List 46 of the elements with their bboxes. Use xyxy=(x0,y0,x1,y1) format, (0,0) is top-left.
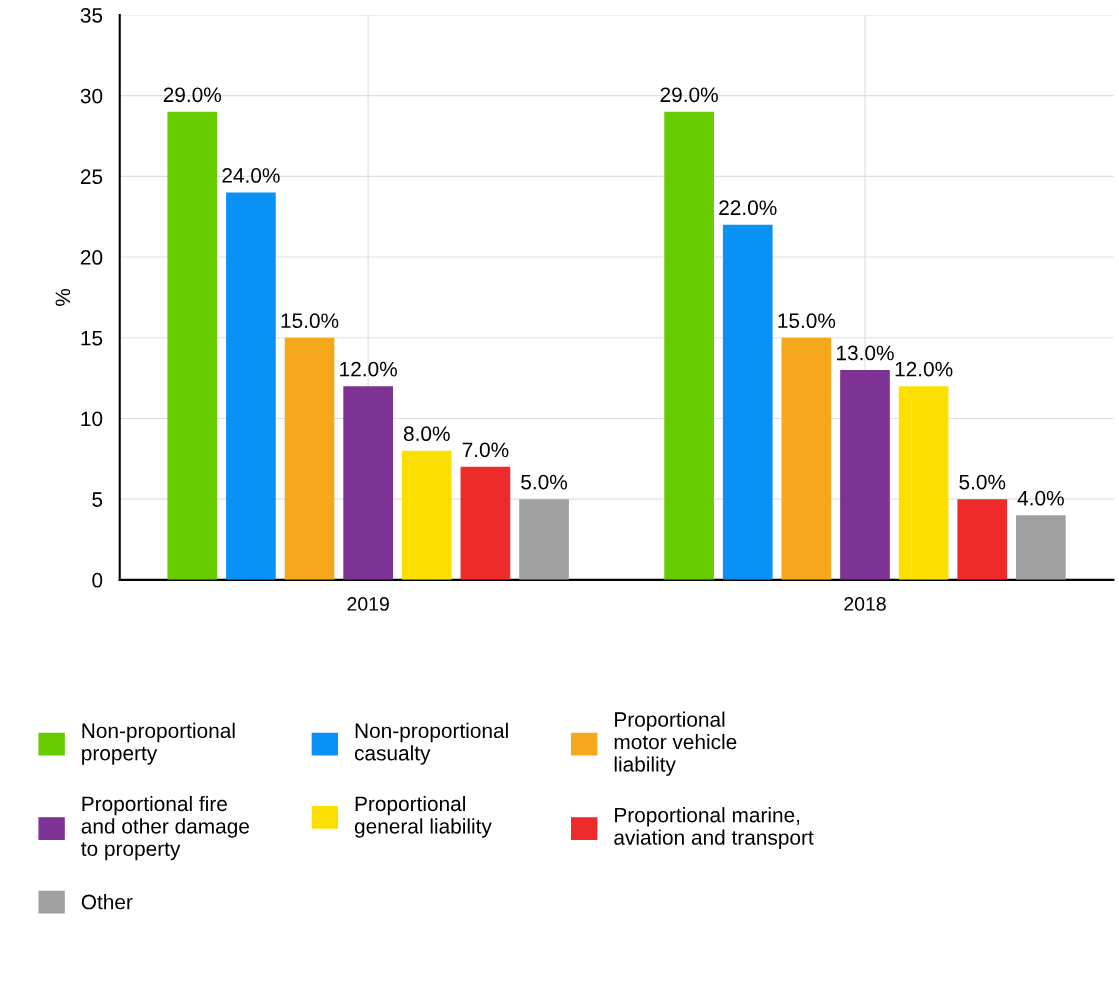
bar xyxy=(781,337,832,580)
data-label: 15.0% xyxy=(281,313,339,329)
bar xyxy=(1016,515,1066,580)
bar xyxy=(722,224,773,580)
legend-label: Proportional motor vehicle liability xyxy=(614,711,737,776)
data-label: 22.0% xyxy=(719,200,777,216)
bar xyxy=(460,466,511,580)
y-tick-label: 5 xyxy=(92,492,103,507)
y-axis-title: % xyxy=(55,288,71,306)
bar xyxy=(664,111,714,580)
data-label: 29.0% xyxy=(163,87,222,103)
bar xyxy=(957,499,1008,580)
y-tick-label: 10 xyxy=(81,411,103,427)
data-label: 12.0% xyxy=(340,361,397,377)
data-label: 13.0% xyxy=(837,345,894,361)
x-tick-label: 2019 xyxy=(347,597,389,611)
data-label: 24.0% xyxy=(222,168,280,183)
legend-label: Proportional fire and other damage to property xyxy=(81,795,249,861)
bar xyxy=(519,499,569,580)
bar xyxy=(284,337,335,580)
legend-label: Non-proportional property xyxy=(82,722,235,765)
bar xyxy=(167,111,218,580)
data-label: 4.0% xyxy=(1017,490,1064,506)
legend-label: Proportional marine, aviation and transport xyxy=(614,807,814,849)
data-label: 8.0% xyxy=(403,426,450,442)
legend-label: Non-proportional casualty xyxy=(354,722,508,765)
data-label: 5.0% xyxy=(959,474,1006,490)
y-tick-label: 0 xyxy=(92,572,103,588)
y-tick-label: 30 xyxy=(80,88,103,104)
y-tick-label: 20 xyxy=(80,250,103,265)
data-label: 7.0% xyxy=(462,442,509,458)
data-label: 29.0% xyxy=(660,87,718,103)
bar xyxy=(226,192,276,580)
bar xyxy=(840,370,890,580)
bar xyxy=(343,386,393,580)
bar xyxy=(898,386,949,580)
data-label: 12.0% xyxy=(895,361,953,377)
x-tick-label: 2018 xyxy=(844,597,886,611)
y-tick-label: 25 xyxy=(80,169,103,185)
y-tick-label: 15 xyxy=(81,330,103,346)
legend-label: Proportional general liability xyxy=(354,795,492,838)
legend-label: Other xyxy=(81,894,133,910)
data-label: 5.0% xyxy=(521,474,568,490)
data-label: 15.0% xyxy=(778,313,836,329)
bar xyxy=(401,450,452,580)
y-tick-label: 35 xyxy=(80,7,103,23)
